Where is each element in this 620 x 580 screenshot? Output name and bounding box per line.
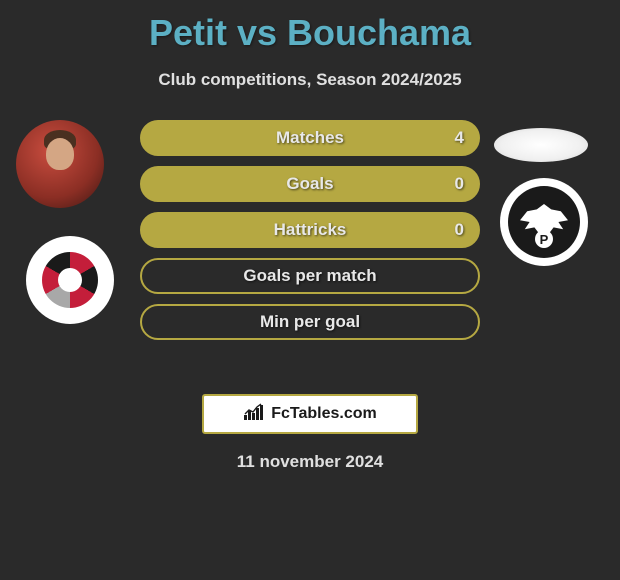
club-left-logo-icon [42, 252, 98, 308]
stat-label: Goals per match [142, 266, 478, 286]
branding-text: FcTables.com [271, 405, 377, 423]
player-right-avatar [494, 128, 588, 162]
chart-bars-icon [243, 403, 265, 426]
subtitle: Club competitions, Season 2024/2025 [0, 70, 620, 90]
stat-row-goals-per-match: Goals per match [140, 258, 480, 294]
stat-value: 0 [455, 220, 464, 240]
stat-label: Hattricks [142, 220, 478, 240]
branding-badge[interactable]: FcTables.com [202, 394, 418, 434]
page-title: Petit vs Bouchama [0, 0, 620, 54]
stat-row-matches: Matches 4 [140, 120, 480, 156]
stat-label: Goals [142, 174, 478, 194]
stat-row-hattricks: Hattricks 0 [140, 212, 480, 248]
stat-value: 4 [455, 128, 464, 148]
stat-label: Matches [142, 128, 478, 148]
stat-row-min-per-goal: Min per goal [140, 304, 480, 340]
club-right-letter: P [535, 230, 553, 248]
stat-label: Min per goal [142, 312, 478, 332]
stats-column: Matches 4 Goals 0 Hattricks 0 Goals per … [140, 120, 480, 350]
stat-row-goals: Goals 0 [140, 166, 480, 202]
club-badge-right: P [500, 178, 588, 266]
date-text: 11 november 2024 [0, 452, 620, 472]
club-badge-left [26, 236, 114, 324]
player-left-avatar [16, 120, 104, 208]
stat-value: 0 [455, 174, 464, 194]
comparison-content: P Matches 4 Goals 0 Hattricks 0 Goals pe… [0, 120, 620, 380]
